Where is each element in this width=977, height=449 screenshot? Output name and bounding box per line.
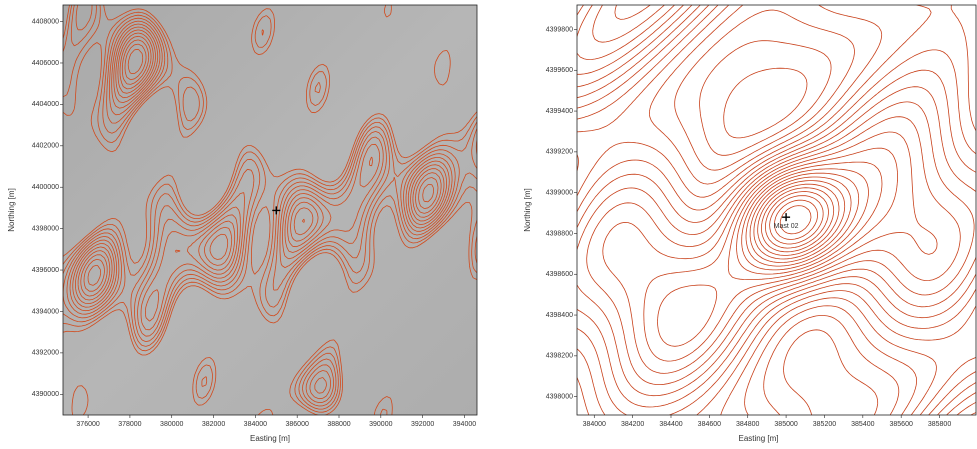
y-axis-label: Northing [m] bbox=[7, 188, 16, 232]
x-tick-label: 388000 bbox=[327, 421, 350, 428]
x-tick-label: 378000 bbox=[118, 421, 141, 428]
x-tick-label: 390000 bbox=[369, 421, 392, 428]
y-tick-label: 4398200 bbox=[546, 353, 573, 360]
x-tick-label: 384600 bbox=[698, 421, 721, 428]
x-tick-label: 385200 bbox=[813, 421, 836, 428]
x-tick-label: 380000 bbox=[160, 421, 183, 428]
x-tick-label: 385000 bbox=[774, 421, 797, 428]
x-tick-label: 384000 bbox=[244, 421, 267, 428]
x-axis-label: Easting [m] bbox=[250, 434, 290, 443]
y-tick-label: 4399800 bbox=[546, 26, 573, 33]
y-tick-label: 4404000 bbox=[32, 101, 59, 108]
y-tick-label: 4402000 bbox=[32, 143, 59, 150]
mast-label: Mast 02 bbox=[774, 223, 799, 230]
y-tick-label: 4398400 bbox=[546, 312, 573, 319]
y-tick-label: 4399200 bbox=[546, 149, 573, 156]
x-tick-label: 384000 bbox=[583, 421, 606, 428]
y-tick-label: 4408000 bbox=[32, 18, 59, 25]
y-tick-label: 4398000 bbox=[546, 393, 573, 400]
x-tick-label: 386000 bbox=[286, 421, 309, 428]
y-tick-label: 4399400 bbox=[546, 108, 573, 115]
y-tick-label: 4396000 bbox=[32, 267, 59, 274]
y-tick-label: 4399000 bbox=[546, 190, 573, 197]
x-tick-label: 392000 bbox=[411, 421, 434, 428]
x-axis-label: Easting [m] bbox=[738, 434, 778, 443]
x-tick-label: 385600 bbox=[890, 421, 913, 428]
y-tick-label: 4398600 bbox=[546, 271, 573, 278]
y-axis-label: Northing [m] bbox=[523, 188, 532, 232]
x-tick-label: 384800 bbox=[736, 421, 759, 428]
x-tick-label: 384200 bbox=[621, 421, 644, 428]
y-tick-label: 4392000 bbox=[32, 350, 59, 357]
x-tick-label: 384400 bbox=[659, 421, 682, 428]
y-tick-label: 4400000 bbox=[32, 184, 59, 191]
x-tick-label: 394000 bbox=[453, 421, 476, 428]
map-panel bbox=[63, 5, 477, 415]
x-tick-label: 376000 bbox=[76, 421, 99, 428]
x-tick-label: 385400 bbox=[851, 421, 874, 428]
x-tick-label: 382000 bbox=[202, 421, 225, 428]
y-tick-label: 4390000 bbox=[32, 391, 59, 398]
map-panel bbox=[577, 5, 976, 415]
map-background bbox=[577, 5, 976, 415]
map-figure: 376000 378000 380000 382000 384000 386000 3880… bbox=[0, 0, 977, 449]
y-tick-label: 4398000 bbox=[32, 225, 59, 232]
y-tick-label: 4394000 bbox=[32, 308, 59, 315]
y-tick-label: 4398800 bbox=[546, 230, 573, 237]
x-tick-label: 385800 bbox=[928, 421, 951, 428]
y-tick-label: 4399600 bbox=[546, 67, 573, 74]
y-tick-label: 4406000 bbox=[32, 60, 59, 67]
